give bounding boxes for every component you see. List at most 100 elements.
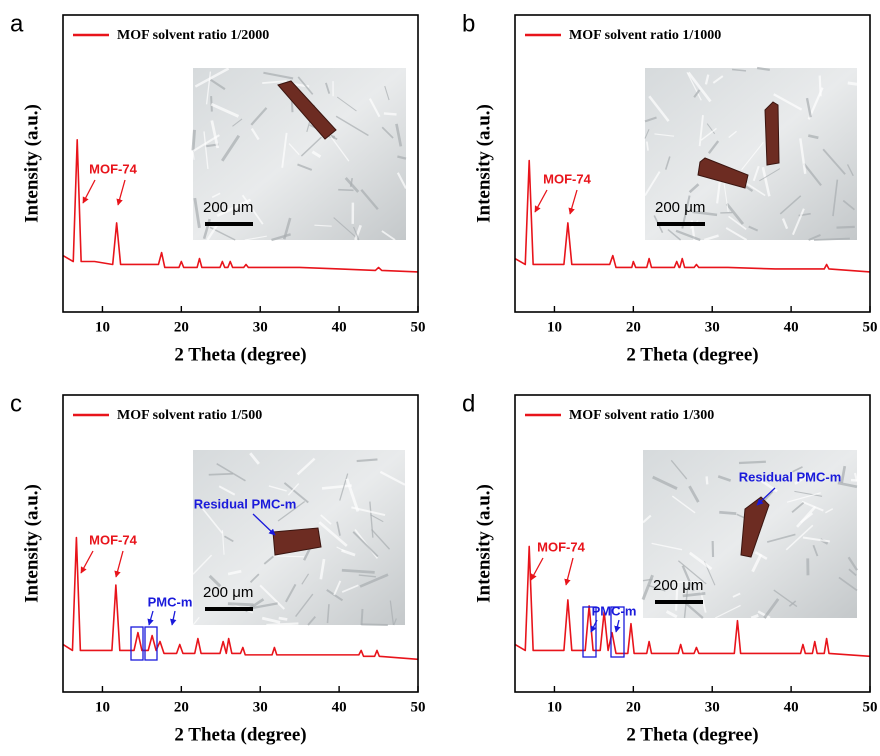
photo-texture: [311, 150, 322, 159]
photo-texture: [847, 556, 858, 571]
x-tick-label: 30: [253, 699, 268, 715]
crystal: [277, 80, 337, 140]
photo-texture: [241, 194, 264, 225]
photo-texture: [325, 82, 331, 94]
photo-texture: [698, 115, 704, 147]
photo-texture: [802, 536, 830, 543]
photo-texture: [314, 224, 332, 227]
photo-texture: [752, 165, 760, 182]
photo-texture: [250, 128, 260, 141]
xrd-line: [514, 545, 871, 658]
annotation-arrow: [568, 189, 578, 215]
photo-texture: [688, 485, 700, 503]
photo-texture: [651, 542, 683, 551]
annotation-arrow: [252, 513, 276, 536]
photo-texture: [712, 75, 724, 84]
photo-texture: [379, 470, 406, 486]
photo-texture: [756, 66, 770, 71]
x-tick-label: 50: [411, 319, 426, 335]
photo-texture: [738, 460, 766, 465]
x-tick-label: 30: [253, 319, 268, 335]
photo-texture: [287, 483, 300, 496]
photo-texture: [211, 192, 221, 198]
photo-texture: [812, 544, 819, 557]
photo-texture: [677, 560, 707, 585]
photo-texture: [692, 210, 718, 217]
photo-texture: [837, 481, 858, 489]
photo-texture: [675, 229, 701, 242]
x-tick-label: 40: [784, 319, 799, 335]
photo-texture: [781, 218, 789, 230]
photo-texture: [339, 473, 349, 501]
crystal: [764, 101, 780, 166]
x-tick-label: 10: [95, 699, 110, 715]
photo-texture: [319, 558, 326, 580]
legend-label: MOF solvent ratio 1/300: [569, 408, 714, 423]
photo-texture: [648, 95, 670, 122]
annotation-arrow: [534, 189, 548, 213]
photo-texture: [338, 188, 354, 192]
photo-texture: [825, 508, 834, 514]
annotation: PMC-m: [148, 594, 193, 609]
photo-texture: [750, 614, 759, 620]
photo-texture: [301, 573, 310, 585]
photo-texture: [361, 623, 388, 626]
photo-texture: [333, 217, 359, 240]
photo-texture: [249, 452, 260, 465]
photo-texture: [261, 616, 281, 624]
photo-texture: [192, 616, 200, 626]
photo-texture: [761, 166, 771, 197]
photo-texture: [262, 80, 287, 84]
photo-texture: [191, 129, 196, 151]
annotation-arrow: [114, 550, 124, 578]
annotation-arrow: [80, 550, 94, 574]
photo-texture: [725, 227, 748, 241]
y-axis-label: Intensity (a.u.): [473, 104, 494, 223]
photo-texture: [249, 573, 260, 583]
photo-texture: [686, 71, 702, 101]
photo-texture: [705, 476, 709, 485]
photo-texture: [227, 602, 254, 607]
photo-texture: [192, 554, 213, 575]
photo-texture: [210, 102, 240, 118]
annotation-arrow: [756, 487, 776, 506]
photo-texture: [208, 472, 233, 476]
photo-texture: [791, 208, 805, 236]
photo-texture: [345, 478, 360, 512]
photo-bg: [645, 68, 857, 240]
photo-texture: [277, 501, 306, 522]
photo-texture: [667, 228, 682, 241]
photo-texture: [642, 578, 653, 582]
highlight-box: [130, 626, 144, 661]
photo-texture: [846, 164, 854, 177]
scale-bar-label: 200 μm: [655, 199, 705, 216]
photo-texture: [840, 465, 847, 484]
plot-frame: [514, 14, 871, 313]
photo-texture: [681, 565, 695, 592]
photo-texture: [741, 142, 764, 171]
photo-texture: [763, 598, 780, 619]
photo-texture: [368, 98, 381, 118]
y-axis-label: Intensity (a.u.): [21, 484, 42, 603]
photo-texture: [356, 458, 378, 463]
highlight-box: [610, 606, 625, 658]
photo-texture: [210, 120, 220, 149]
annotation-arrow: [170, 610, 177, 626]
panel: d 200 μm 10 20 30 40 50 2 Theta (degree) Intensi…: [462, 390, 878, 745]
photo-texture: [232, 118, 243, 127]
photo-texture: [208, 574, 222, 588]
xrd-line: [62, 138, 419, 273]
photo-texture: [799, 138, 807, 174]
highlight-box: [144, 626, 158, 661]
photo-texture: [644, 129, 650, 139]
y-axis-label: Intensity (a.u.): [473, 484, 494, 603]
photo-texture: [801, 500, 824, 512]
photo-texture: [703, 234, 719, 242]
x-tick-label: 40: [332, 699, 347, 715]
annotation-arrow: [530, 557, 544, 581]
photo-texture: [297, 163, 313, 171]
photo-texture: [359, 573, 389, 588]
photo-texture: [297, 76, 314, 95]
photo-texture: [371, 528, 391, 550]
